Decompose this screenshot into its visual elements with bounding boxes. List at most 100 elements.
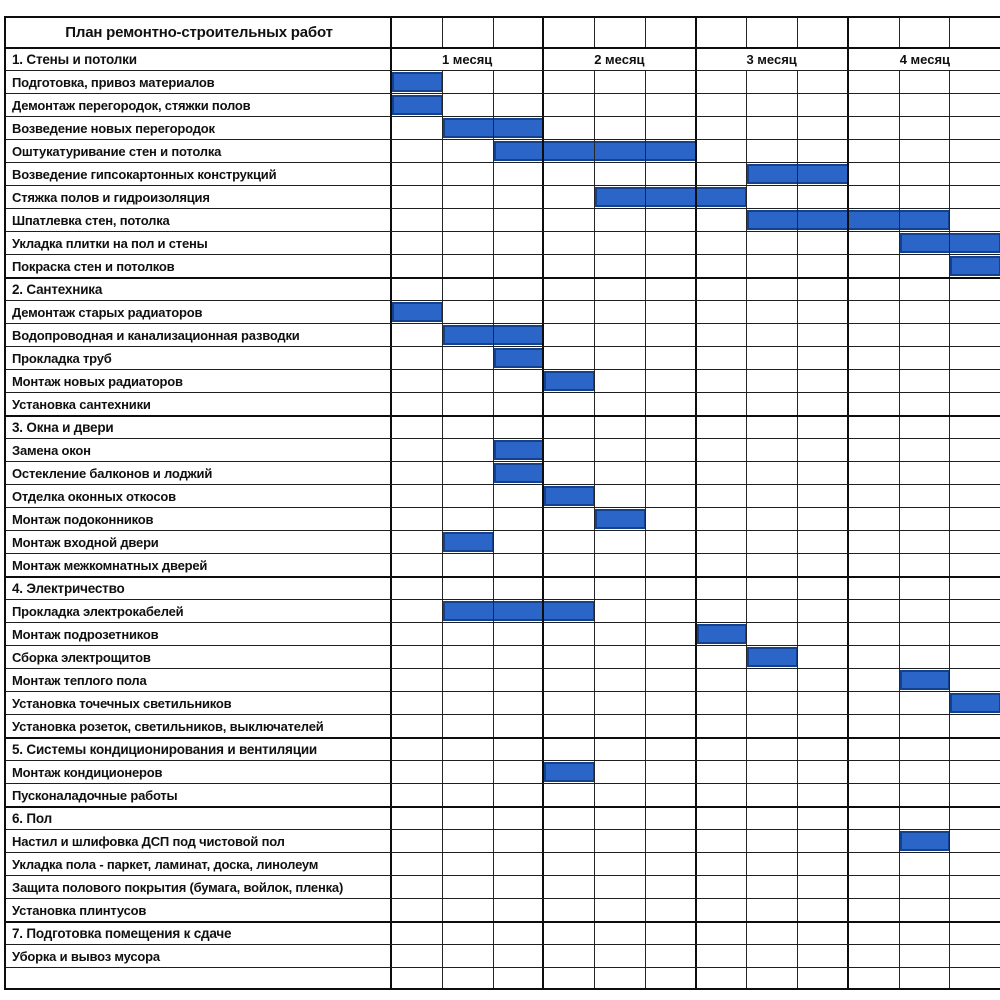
week-cell [950, 117, 1000, 139]
week-cell [798, 600, 849, 622]
week-cell [798, 715, 849, 737]
week-cell [646, 94, 697, 116]
timeline-grid [392, 739, 1000, 760]
week-cell [900, 808, 951, 829]
row-label: Монтаж новых радиаторов [6, 370, 392, 392]
week-cell [595, 140, 646, 162]
week-cell [392, 370, 443, 392]
week-cell [646, 554, 697, 576]
week-cell [443, 462, 494, 484]
week-cell [646, 232, 697, 254]
week-cell [392, 578, 443, 599]
timeline-grid [392, 393, 1000, 415]
week-cell [798, 646, 849, 668]
week-cell [849, 347, 900, 369]
week-cell [443, 255, 494, 277]
task-row: Установка точечных светильников [6, 691, 1000, 714]
week-cell [646, 163, 697, 185]
week-cell [595, 71, 646, 93]
task-row: Сборка электрощитов [6, 645, 1000, 668]
week-cell [747, 209, 798, 231]
week-cell [849, 578, 900, 599]
task-row: Замена окон [6, 438, 1000, 461]
week-cell [392, 255, 443, 277]
week-cell [747, 623, 798, 645]
week-cell [595, 462, 646, 484]
week-cell [443, 393, 494, 415]
week-cell [595, 554, 646, 576]
week-cell [950, 578, 1000, 599]
week-cell [798, 578, 849, 599]
week-cell [900, 18, 951, 47]
week-cell [697, 531, 748, 553]
week-cell [950, 186, 1000, 208]
timeline-grid [392, 209, 1000, 231]
week-cell [595, 508, 646, 530]
week-cell [443, 739, 494, 760]
week-cell [595, 784, 646, 806]
week-cell [950, 209, 1000, 231]
week-cell [595, 485, 646, 507]
week-cell [494, 18, 545, 47]
week-cell [443, 876, 494, 898]
week-cell [747, 508, 798, 530]
week-cell [747, 968, 798, 988]
week-cell [900, 784, 951, 806]
week-cell [494, 393, 545, 415]
week-cell [595, 370, 646, 392]
week-cell [798, 163, 849, 185]
section-row: 7. Подготовка помещения к сдаче [6, 921, 1000, 944]
week-cell [646, 899, 697, 921]
week-cell [798, 209, 849, 231]
week-cell [697, 646, 748, 668]
row-label: Демонтаж перегородок, стяжки полов [6, 94, 392, 116]
week-cell [443, 279, 494, 300]
row-label: 4. Электричество [6, 578, 392, 599]
timeline-grid [392, 163, 1000, 185]
week-cell [950, 853, 1000, 875]
week-cell [798, 417, 849, 438]
week-cell [747, 531, 798, 553]
week-cell [544, 646, 595, 668]
week-cell [544, 324, 595, 346]
week-cell [646, 600, 697, 622]
week-cell [798, 669, 849, 691]
task-bar [747, 210, 951, 230]
week-cell [595, 324, 646, 346]
week-cell [900, 324, 951, 346]
task-row: Прокладка труб [6, 346, 1000, 369]
week-cell [849, 163, 900, 185]
week-cell [900, 578, 951, 599]
week-cell [900, 301, 951, 323]
week-cell [494, 485, 545, 507]
task-row: Уборка и вывоз мусора [6, 944, 1000, 967]
week-cell [900, 462, 951, 484]
week-cell [443, 18, 494, 47]
task-row: Установка плинтусов [6, 898, 1000, 921]
week-cell [392, 18, 443, 47]
week-cell [798, 347, 849, 369]
week-cell [747, 554, 798, 576]
week-cell [646, 968, 697, 988]
week-cell [747, 646, 798, 668]
timeline-grid [392, 853, 1000, 875]
week-cell [747, 439, 798, 461]
week-cell [747, 18, 798, 47]
week-cell [849, 71, 900, 93]
week-cell [392, 301, 443, 323]
week-cell [849, 899, 900, 921]
row-label: Стяжка полов и гидроизоляция [6, 186, 392, 208]
week-cell [798, 554, 849, 576]
task-row: Возведение гипсокартонных конструкций [6, 162, 1000, 185]
row-label: Установка точечных светильников [6, 692, 392, 714]
task-row: Возведение новых перегородок [6, 116, 1000, 139]
week-cell [494, 301, 545, 323]
week-cell [900, 279, 951, 300]
week-cell [697, 163, 748, 185]
week-cell [900, 646, 951, 668]
week-cell [494, 255, 545, 277]
row-label: Настил и шлифовка ДСП под чистовой пол [6, 830, 392, 852]
week-cell [747, 876, 798, 898]
week-cell [798, 531, 849, 553]
